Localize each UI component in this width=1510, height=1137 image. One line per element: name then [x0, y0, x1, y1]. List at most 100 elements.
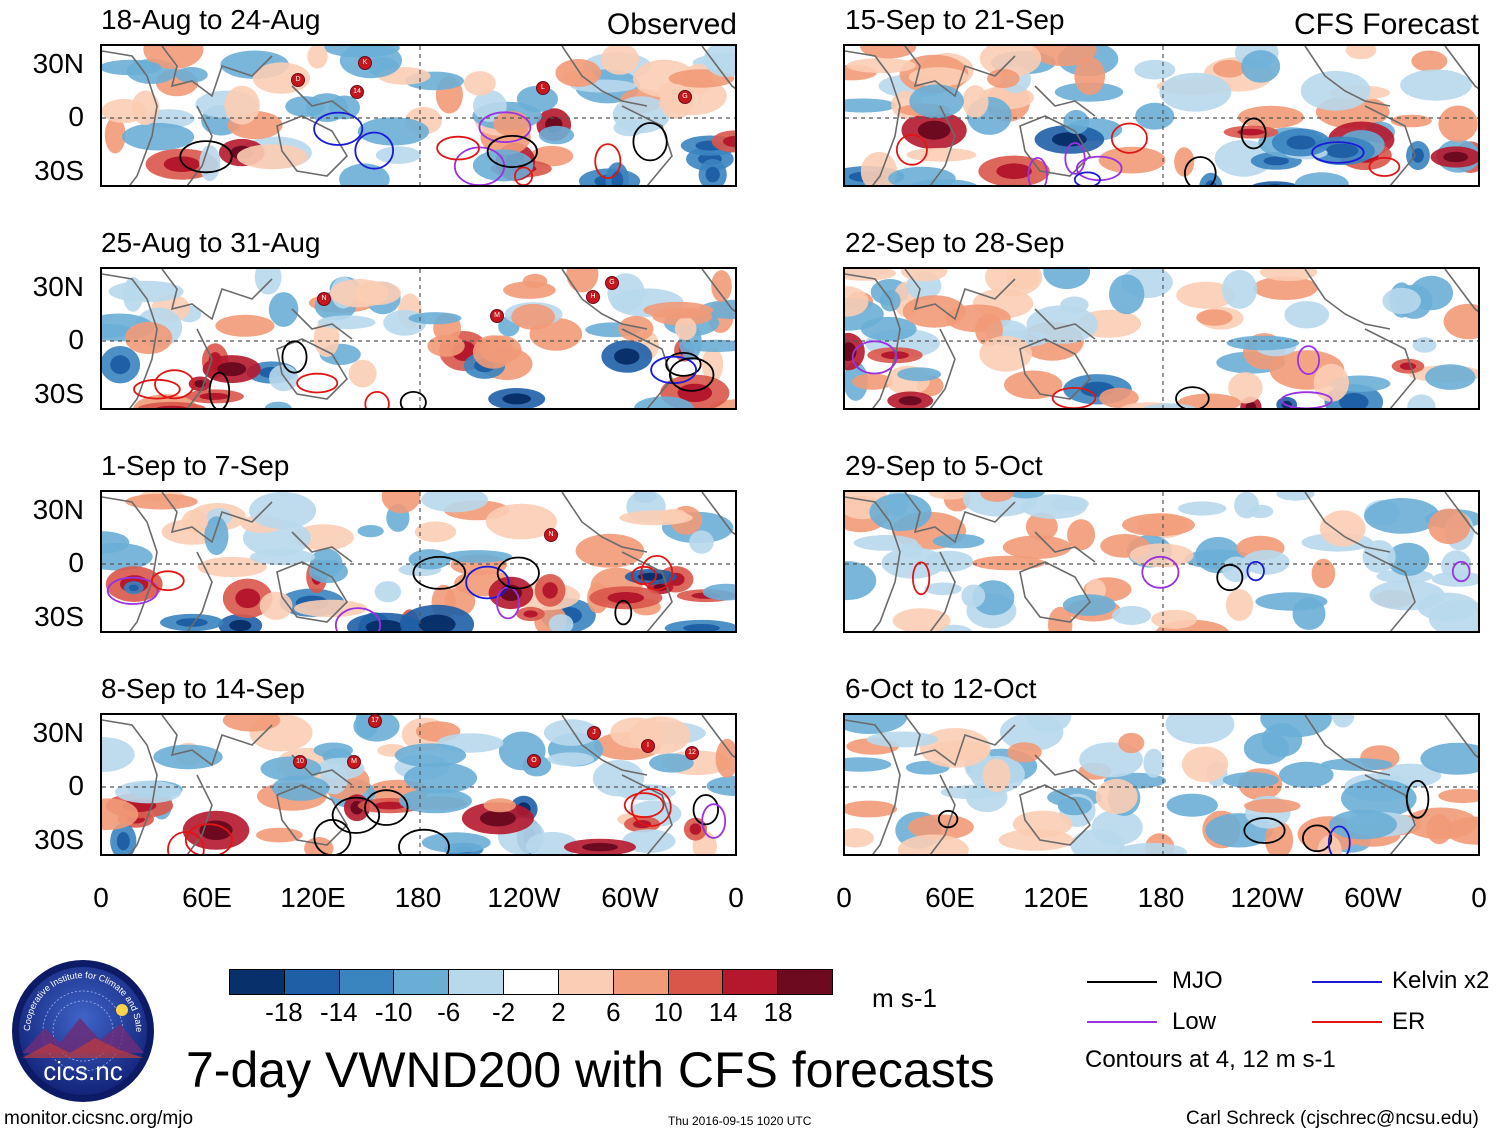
anomaly-blob: [304, 837, 334, 854]
coastline: [561, 46, 648, 107]
colorbar-swatch: [503, 970, 558, 994]
anomaly-core: [542, 582, 558, 599]
wave-contour: [154, 369, 195, 400]
anomaly-blob: [308, 559, 348, 584]
coastline: [1364, 105, 1416, 185]
wave-contour: [1246, 561, 1265, 582]
anomaly-core: [582, 842, 618, 852]
storm-marker: 12: [685, 746, 699, 760]
anomaly-blob: [1057, 796, 1092, 816]
footer-url[interactable]: monitor.cicsnc.org/mjo: [4, 1108, 194, 1129]
wave-contour: [364, 789, 409, 826]
anomaly-core: [163, 156, 200, 172]
wave-contour: [1405, 779, 1430, 819]
coastline: [1034, 308, 1096, 340]
anomaly-blob: [618, 315, 654, 342]
anomaly-blob: [711, 270, 732, 303]
anomaly-blob: [1341, 779, 1417, 818]
anomaly-blob: [1099, 387, 1139, 408]
anomaly-blob: [256, 827, 303, 843]
anomaly-blob: [1279, 761, 1334, 788]
panel-title-fcst-1: 15-Sep to 21-Sep: [845, 4, 1065, 35]
anomaly-blob: [1135, 102, 1175, 130]
anomaly-blobs: [102, 269, 735, 408]
anomaly-blob: [845, 286, 869, 317]
coastline: [291, 308, 353, 340]
anomaly-blob: [1294, 172, 1349, 185]
lon-label-0: 0: [836, 882, 852, 913]
colorbar-swatch: [612, 970, 668, 994]
legend-line-mjo: [1087, 981, 1157, 983]
anomaly-blob: [357, 525, 384, 538]
anomaly-blob: [1252, 181, 1298, 185]
figure-title: 7-day VWND200 with CFS forecasts: [186, 1042, 995, 1098]
anomaly-core: [373, 801, 407, 810]
anomaly-blob: [1060, 296, 1089, 314]
coastline: [621, 551, 673, 631]
anomaly-core: [418, 614, 456, 631]
anomaly-blob: [1241, 50, 1281, 83]
anomaly-blob: [102, 737, 135, 772]
anomaly-field: [102, 492, 735, 631]
anomaly-blob: [1091, 809, 1143, 846]
wave-contour: [296, 372, 339, 394]
anomaly-blob: [272, 775, 330, 801]
wave-contours: [851, 340, 1333, 408]
anomaly-core: [1237, 128, 1265, 136]
anomaly-blob: [1284, 301, 1330, 329]
wave-contour: [614, 599, 633, 626]
wave-contour: [623, 792, 665, 818]
anomaly-blob: [979, 335, 1032, 372]
colorbar-units: m s-1: [872, 983, 937, 1013]
anomaly-blob: [1320, 758, 1393, 771]
wave-contour: [1073, 171, 1101, 185]
coastline: [1304, 492, 1391, 553]
coastlines: [102, 269, 735, 408]
wave-contour: [465, 565, 510, 600]
colorbar-swatch: [283, 970, 339, 994]
wave-contour: [665, 352, 702, 377]
wave-contour: [106, 576, 159, 605]
anomaly-blob: [715, 738, 735, 778]
anomaly-blob: [493, 111, 531, 137]
anomaly-blob: [102, 798, 139, 830]
storm-marker: 10: [293, 755, 307, 769]
coastline: [1444, 715, 1478, 759]
anomaly-blob: [902, 295, 966, 328]
lat-label-eq: 0: [68, 324, 84, 355]
anomaly-core: [128, 584, 139, 591]
storm-marker: 14: [350, 85, 364, 99]
anomaly-core: [479, 810, 516, 827]
anomaly-blob: [1382, 287, 1421, 315]
wave-contour: [937, 810, 959, 829]
anomaly-blob: [1300, 70, 1371, 111]
wave-contour: [281, 340, 308, 374]
anomaly-core: [110, 355, 131, 375]
coastline: [291, 531, 353, 563]
lon-label-120e: 120E: [280, 882, 346, 913]
lat-label-eq: 0: [68, 770, 84, 801]
lat-label-30s: 30S: [34, 601, 84, 632]
coastlines: [845, 492, 1478, 631]
anomaly-blob: [102, 59, 162, 76]
colorbar-swatch: [230, 970, 284, 994]
coastline: [161, 715, 273, 767]
map-panel-fcst-2: [843, 267, 1480, 410]
anomaly-blob: [1411, 50, 1448, 72]
anomaly-blob: [592, 759, 645, 797]
lat-label-30n: 30N: [32, 271, 84, 302]
coastline: [186, 105, 213, 185]
coastline: [904, 715, 1016, 767]
coastline: [701, 492, 735, 536]
anomaly-blob: [1176, 281, 1236, 309]
wave-contour: [436, 135, 481, 161]
wave-contour: [179, 140, 233, 174]
wave-contour: [364, 391, 390, 408]
anomaly-blob: [1228, 372, 1263, 404]
lon-label-60w: 60W: [601, 882, 659, 913]
coastline: [291, 85, 353, 117]
colorbar-tick-label: 14: [708, 997, 738, 1027]
anomaly-core: [1412, 148, 1424, 163]
anomaly-blob: [1181, 746, 1229, 783]
coastline: [845, 496, 901, 631]
